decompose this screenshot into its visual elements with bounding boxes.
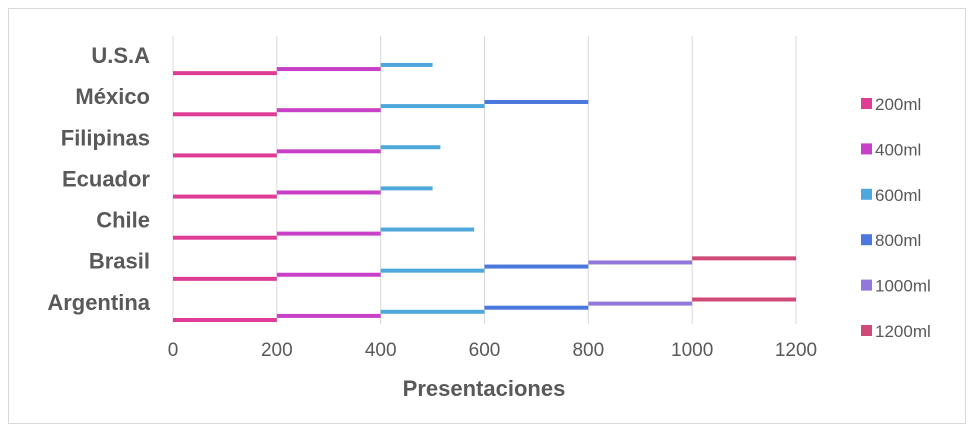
legend-label: 600ml: [875, 186, 921, 205]
legend-label: 1200ml: [875, 322, 931, 341]
legend-swatch: [861, 98, 872, 109]
legend-label: 400ml: [875, 140, 921, 159]
bar-segment: [173, 318, 277, 322]
legend-swatch: [861, 279, 872, 291]
legend: 200ml 400ml 600ml 800ml 1000ml 1200ml: [861, 95, 931, 341]
bar-segment: [380, 227, 475, 232]
category-label: México: [75, 84, 150, 109]
category-label: Ecuador: [62, 166, 150, 191]
bar-segment: [276, 190, 381, 195]
bar-segment: [692, 256, 796, 261]
category-label: U.S.A: [91, 43, 150, 68]
bar-segment: [276, 149, 381, 154]
gridlines: [172, 36, 797, 324]
legend-label: 1000ml: [875, 277, 931, 296]
bar-segment: [380, 145, 441, 150]
x-tick-label: 1000: [671, 340, 713, 361]
x-tick-label: 1200: [775, 340, 817, 361]
category-label: Chile: [96, 208, 150, 233]
x-tick-label: 200: [261, 340, 293, 361]
bar-segment: [276, 272, 381, 277]
category-label: Brasil: [89, 249, 150, 274]
legend-swatch: [861, 143, 872, 155]
legend-swatch: [861, 188, 872, 200]
bar-segment: [380, 186, 433, 191]
bar-segment: [173, 235, 277, 240]
bar-segment: [484, 264, 589, 269]
legend-swatch: [861, 234, 872, 246]
bar-segment: [276, 231, 381, 236]
bar-segment: [588, 260, 693, 265]
bar-segment: [484, 305, 589, 310]
x-axis-title: Presentaciones: [403, 376, 566, 401]
legend-label: 200ml: [875, 95, 921, 114]
x-tick-labels: 0 200 400 600 800 1000 1200: [168, 340, 817, 361]
category-label: Argentina: [47, 290, 150, 315]
bar-segment: [484, 99, 589, 104]
legend-label: 800ml: [875, 231, 921, 250]
chart-border: [8, 8, 966, 424]
x-tick-label: 400: [365, 340, 397, 361]
bar-segment: [380, 309, 485, 314]
category-labels: U.S.A México Filipinas Ecuador Chile Brasil Ar…: [47, 43, 150, 315]
bar-segment: [173, 194, 277, 199]
bar-segment: [276, 108, 381, 113]
category-label: Filipinas: [61, 125, 150, 150]
x-tick-label: 600: [469, 340, 501, 361]
bar-segment: [276, 67, 381, 72]
bar-segment: [380, 104, 485, 109]
bar-segment: [173, 112, 277, 117]
bar-segment: [276, 313, 381, 318]
bars: [173, 62, 796, 322]
bar-segment: [588, 301, 693, 306]
bar-segment: [173, 71, 277, 76]
bar-segment: [173, 276, 277, 281]
bar-segment: [380, 268, 485, 273]
x-tick-label: 800: [572, 340, 604, 361]
bar-segment: [380, 62, 433, 67]
legend-swatch: [861, 325, 872, 336]
x-tick-label: 0: [168, 340, 179, 361]
bar-segment: [692, 297, 796, 302]
bar-segment: [173, 153, 277, 158]
